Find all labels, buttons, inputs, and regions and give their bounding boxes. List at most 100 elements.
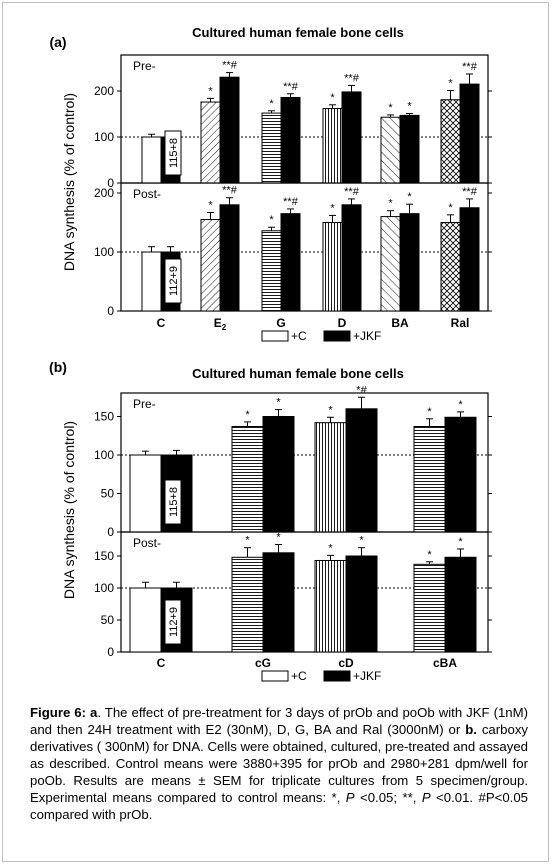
pb-post-bar-jkf-cg bbox=[262, 552, 295, 653]
pa-pre-bar-c-c bbox=[141, 136, 162, 184]
pa-pre-bar-jkf-g bbox=[280, 96, 301, 184]
legend-label-jkf-b: +JKF bbox=[353, 669, 381, 683]
pa-pre-sig-mark: * bbox=[388, 102, 393, 114]
pa-pre-ytick-label: 100 bbox=[94, 130, 114, 144]
caption-text-4: <0.01. #P<0.05 compared with prOb. bbox=[30, 790, 528, 822]
pb-post-bar-jkf-cba bbox=[444, 556, 477, 653]
pb-pre-bar-jkf-cba bbox=[444, 416, 477, 533]
x-tick-label-c: C bbox=[157, 316, 166, 330]
caption-text-3: <0.05; **, bbox=[354, 790, 422, 805]
pb-post-sig-mark: * bbox=[359, 535, 364, 547]
x-tick-label-cd: cD bbox=[338, 656, 354, 670]
pb-pre-sig-mark: * bbox=[427, 406, 432, 418]
caption-part-b: b. bbox=[465, 722, 477, 737]
pb-pre-bar-jkf-cd bbox=[345, 408, 378, 533]
pa-post-ytick-label: 200 bbox=[94, 186, 114, 200]
pb-post-sig-mark: * bbox=[458, 536, 463, 548]
pb-pre-bar-c-cba bbox=[413, 426, 446, 533]
pa-post-control-note-box bbox=[164, 258, 182, 304]
pb-pre-ytick-label: 50 bbox=[101, 487, 115, 501]
pb-pre-bar-jkf-cg bbox=[262, 416, 295, 533]
pb-post-bar-c-cd bbox=[314, 559, 347, 653]
pb-pre-sig-mark: * bbox=[245, 409, 250, 421]
pa-post-frame bbox=[120, 182, 489, 312]
pa-post-sig-mark: * bbox=[330, 202, 335, 214]
pb-pre-ytick-label: 0 bbox=[107, 525, 114, 539]
x-tick-label-ba: BA bbox=[391, 316, 409, 330]
pa-post-bar-jkf-e bbox=[219, 204, 240, 312]
pa-post-control-note: 112+9 bbox=[164, 258, 182, 304]
pb-pre-bar-c-cg bbox=[231, 426, 264, 533]
pa-post-bar-c-g bbox=[261, 230, 282, 312]
legend-swatch-c-b bbox=[261, 670, 289, 682]
x-tick-subscript: 2 bbox=[222, 323, 227, 332]
pa-post-control-note-text: 112+9 bbox=[168, 266, 180, 296]
x-tick-label-cba: cBA bbox=[433, 656, 457, 670]
pa-post-sig-mark: * bbox=[448, 202, 453, 214]
pb-pre-bar-c-c bbox=[129, 454, 162, 533]
pa-pre-ytick-label: 0 bbox=[107, 176, 114, 190]
caption-p-1: P bbox=[345, 790, 355, 805]
pa-pre-bar-c-e bbox=[200, 101, 221, 184]
x-tick-label-cg: cG bbox=[255, 656, 271, 670]
pb-pre-sig-mark: * bbox=[276, 397, 281, 409]
pa-post-bar-jkf-ba bbox=[399, 213, 420, 312]
legend-label-c-b: +C bbox=[291, 669, 307, 683]
pb-post-ytick-label: 0 bbox=[107, 645, 114, 659]
y-axis-label-b: DNA synthesis (% of control) bbox=[61, 421, 77, 599]
pa-pre-bar-jkf-e bbox=[219, 76, 240, 184]
legend-swatch-c-a bbox=[261, 330, 289, 342]
x-tick-label-c: C bbox=[157, 656, 166, 670]
pa-post-bar-c-e bbox=[200, 219, 221, 312]
pa-pre-sig-mark: **# bbox=[344, 72, 360, 84]
chart-title-a: Cultured human female bone cells bbox=[192, 25, 404, 40]
pa-post-sig-mark: * bbox=[269, 214, 274, 226]
pb-post-sig-mark: * bbox=[276, 531, 281, 543]
pa-pre-sig-mark: * bbox=[448, 78, 453, 90]
pb-post-ytick-label: 100 bbox=[94, 581, 114, 595]
pa-post-sig-mark: * bbox=[407, 191, 412, 203]
pb-pre-control-note-box bbox=[164, 479, 182, 525]
pa-post-sig-mark: **# bbox=[344, 186, 360, 198]
pb-pre-ytick-label: 100 bbox=[94, 448, 114, 462]
pa-post-ytick-label: 100 bbox=[94, 245, 114, 259]
x-tick-label-e: E2 bbox=[214, 316, 227, 332]
pa-post-bar-c-ba bbox=[380, 216, 401, 312]
chart-title-b: Cultured human female bone cells bbox=[192, 366, 404, 381]
pb-post-label: Post- bbox=[133, 536, 161, 550]
pa-pre-control-note-text: 115+8 bbox=[168, 138, 180, 168]
pa-pre-bar-c-ba bbox=[380, 116, 401, 184]
pa-post-ytick-label: 0 bbox=[107, 304, 114, 318]
x-tick-label-d: D bbox=[338, 316, 347, 330]
pa-pre-bar-jkf-ral bbox=[459, 83, 480, 184]
pb-pre-control-note: 115+8 bbox=[164, 479, 182, 525]
panel-label-a: (a) bbox=[49, 34, 66, 50]
pa-post-sig-mark: **# bbox=[462, 186, 478, 198]
pb-post-ytick-label: 50 bbox=[101, 613, 115, 627]
pa-post-bar-c-d bbox=[322, 222, 343, 312]
pa-pre-bar-c-g bbox=[261, 112, 282, 184]
pa-pre-sig-mark: **# bbox=[222, 60, 238, 72]
pa-pre-label: Pre- bbox=[133, 59, 156, 73]
legend-swatch-jkf-a bbox=[323, 330, 351, 342]
pa-pre-bar-jkf-ba bbox=[399, 114, 420, 184]
pa-pre-ytick-label: 200 bbox=[94, 84, 114, 98]
x-tick-label-g: G bbox=[276, 316, 285, 330]
caption-text-1: . The effect of pre-treatment for 3 days… bbox=[30, 705, 529, 737]
pa-post-sig-mark: * bbox=[388, 198, 393, 210]
pa-pre-bar-c-d bbox=[322, 107, 343, 184]
legend-swatch-jkf-b bbox=[323, 670, 351, 682]
pb-pre-sig-mark: * bbox=[458, 399, 463, 411]
pa-post-bar-c-c bbox=[141, 251, 162, 312]
pa-post-bar-jkf-g bbox=[280, 213, 301, 312]
pa-pre-bar-c-ral bbox=[440, 99, 461, 184]
pb-pre-ytick-label: 150 bbox=[94, 410, 114, 424]
pa-post-sig-mark: **# bbox=[222, 185, 238, 197]
figure: (a) Cultured human female bone cells DNA s… bbox=[49, 25, 492, 683]
panel-label-b: (b) bbox=[49, 359, 67, 375]
pa-pre-control-note: 115+8 bbox=[164, 130, 182, 176]
x-tick-label-ral: Ral bbox=[451, 316, 470, 330]
pb-post-control-note-text: 112+9 bbox=[168, 607, 180, 637]
pb-pre-control-note-text: 115+8 bbox=[168, 487, 180, 517]
caption-text-2: carboxy derivatives ( 300nM) for DNA. Ce… bbox=[30, 722, 529, 805]
